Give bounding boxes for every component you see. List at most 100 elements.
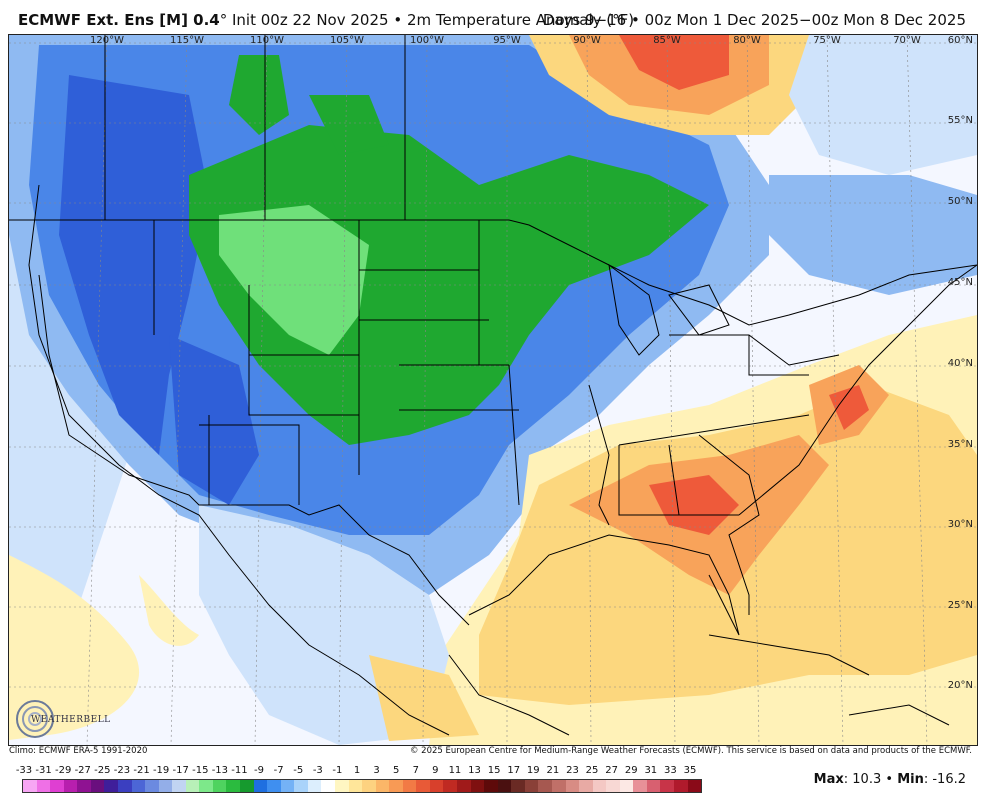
scale-tick-label: -31	[35, 765, 52, 776]
scale-swatch	[307, 780, 322, 792]
scale-swatch	[240, 780, 254, 792]
scale-swatch	[375, 780, 390, 792]
lon-label-120w: 120°W	[90, 35, 124, 46]
mexico-warm-patch	[369, 655, 479, 741]
lon-label-110w: 110°W	[250, 35, 284, 46]
graticule	[9, 35, 977, 745]
copyright-note: © 2025 European Centre for Medium-Range …	[409, 746, 972, 756]
min-value: -16.2	[932, 772, 966, 787]
scale-swatch	[579, 780, 593, 792]
scale-tick-label: 15	[487, 765, 501, 776]
scale-tick-label: -15	[192, 765, 209, 776]
scale-tick-label: -21	[133, 765, 150, 776]
scale-tick-label: 1	[353, 765, 361, 776]
scale-tick-label: 23	[566, 765, 579, 776]
scale-tick-label: -19	[152, 765, 170, 776]
lon-label-85w: 85°W	[653, 35, 681, 46]
anomaly-field	[9, 35, 977, 745]
scale-swatch	[443, 780, 457, 792]
scale-swatch	[63, 780, 78, 792]
pacific-warm-patch	[9, 555, 140, 740]
logo-text: WEATHERBELL	[31, 715, 111, 725]
scale-tick-label: -11	[231, 765, 248, 776]
scale-tick-label: 11	[448, 765, 462, 776]
scale-tick-label: 21	[546, 765, 560, 776]
lon-label-90w: 90°W	[573, 35, 601, 46]
scale-swatch	[185, 780, 200, 792]
scale-swatch	[633, 780, 647, 792]
scale-tick-label: -3	[312, 765, 323, 776]
scale-swatch	[348, 780, 363, 792]
title-separator: •	[393, 11, 403, 29]
scale-tick-label: 17	[507, 765, 521, 776]
scale-swatch	[36, 780, 51, 792]
rockies-light-green	[219, 205, 369, 355]
scale-swatch	[117, 780, 132, 792]
scale-swatch	[226, 780, 240, 792]
scale-swatch	[362, 780, 376, 792]
scale-swatch	[104, 780, 118, 792]
pacific-warm-small	[139, 575, 199, 646]
scale-swatch	[294, 780, 308, 792]
lon-label-115w: 115°W	[170, 35, 204, 46]
scale-swatch	[429, 780, 444, 792]
scale-tick-label: -13	[211, 765, 229, 776]
lon-label-100w: 100°W	[410, 35, 444, 46]
lon-label-95w: 95°W	[493, 35, 521, 46]
lat-label-30n: 30°N	[947, 519, 973, 530]
scale-swatch	[674, 780, 688, 792]
scale-swatch	[280, 780, 295, 792]
quebec-cool	[769, 175, 977, 295]
georgia-red	[649, 475, 739, 535]
scale-tick-label: 35	[683, 765, 697, 776]
scale-tick-label: -5	[293, 765, 304, 776]
scale-swatch	[551, 780, 566, 792]
lon-label-80w: 80°W	[733, 35, 761, 46]
scale-tick-labels: -33 -31 -29 -27 -25 -23 -21 -19 -17 -15 -13 -11 -9 -7…	[16, 765, 700, 777]
lat-label-45n: 45°N	[947, 277, 973, 288]
stats-separator: •	[885, 772, 894, 787]
degree-symbol: °	[219, 11, 228, 29]
scale-swatch	[199, 780, 213, 792]
scale-swatch	[646, 780, 661, 792]
scale-swatch	[511, 780, 525, 792]
scale-tick-label: 31	[644, 765, 658, 776]
scale-tick-label: -17	[172, 765, 189, 776]
canada-green-patch-2	[309, 95, 389, 155]
scale-swatch	[484, 780, 498, 792]
scale-swatch	[497, 780, 512, 792]
lon-label-70w: 70°W	[893, 35, 921, 46]
great-basin-deep-cold	[169, 335, 259, 505]
political-borders	[9, 35, 977, 626]
valid-period: Days 9−16 • 00z Mon 1 Dec 2025−00z Mon 8…	[542, 11, 966, 29]
scale-swatch	[402, 780, 417, 792]
lat-label-25n: 25°N	[947, 600, 973, 611]
scale-tick-label: -27	[74, 765, 91, 776]
scale-swatch	[660, 780, 674, 792]
scale-swatch	[77, 780, 91, 792]
scale-tick-label: 9	[432, 765, 439, 776]
scale-swatch	[619, 780, 634, 792]
canada-green-patch	[229, 55, 289, 135]
max-value: 10.3	[852, 772, 882, 787]
scale-tick-label: -23	[113, 765, 131, 776]
scale-tick-label: 27	[605, 765, 619, 776]
lat-label-50n: 50°N	[947, 196, 973, 207]
scale-tick-label: -29	[55, 765, 72, 776]
lon-label-105w: 105°W	[330, 35, 364, 46]
scale-tick-label: 3	[373, 765, 380, 776]
scale-swatch	[687, 780, 702, 792]
scale-tick-label: 7	[412, 765, 419, 776]
model-name: ECMWF Ext. Ens [M] 0.4	[18, 11, 220, 29]
color-scale-bar	[22, 779, 702, 793]
scale-tick-label: -7	[273, 765, 284, 776]
max-min-stats: Max: 10.3 • Min: -16.2	[813, 772, 966, 787]
scale-swatch	[212, 780, 227, 792]
init-time: Init 00z 22 Nov 2025	[232, 11, 389, 29]
scale-tick-label: -33	[15, 765, 33, 776]
min-label: Min	[897, 772, 924, 787]
anomaly-map: 120°W 115°W 110°W 105°W 100°W 95°W 90°W …	[8, 34, 978, 746]
scale-swatch	[145, 780, 159, 792]
scale-swatch	[470, 780, 485, 792]
scale-swatch	[158, 780, 173, 792]
